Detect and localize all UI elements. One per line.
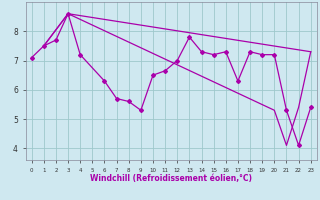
X-axis label: Windchill (Refroidissement éolien,°C): Windchill (Refroidissement éolien,°C) bbox=[90, 174, 252, 183]
